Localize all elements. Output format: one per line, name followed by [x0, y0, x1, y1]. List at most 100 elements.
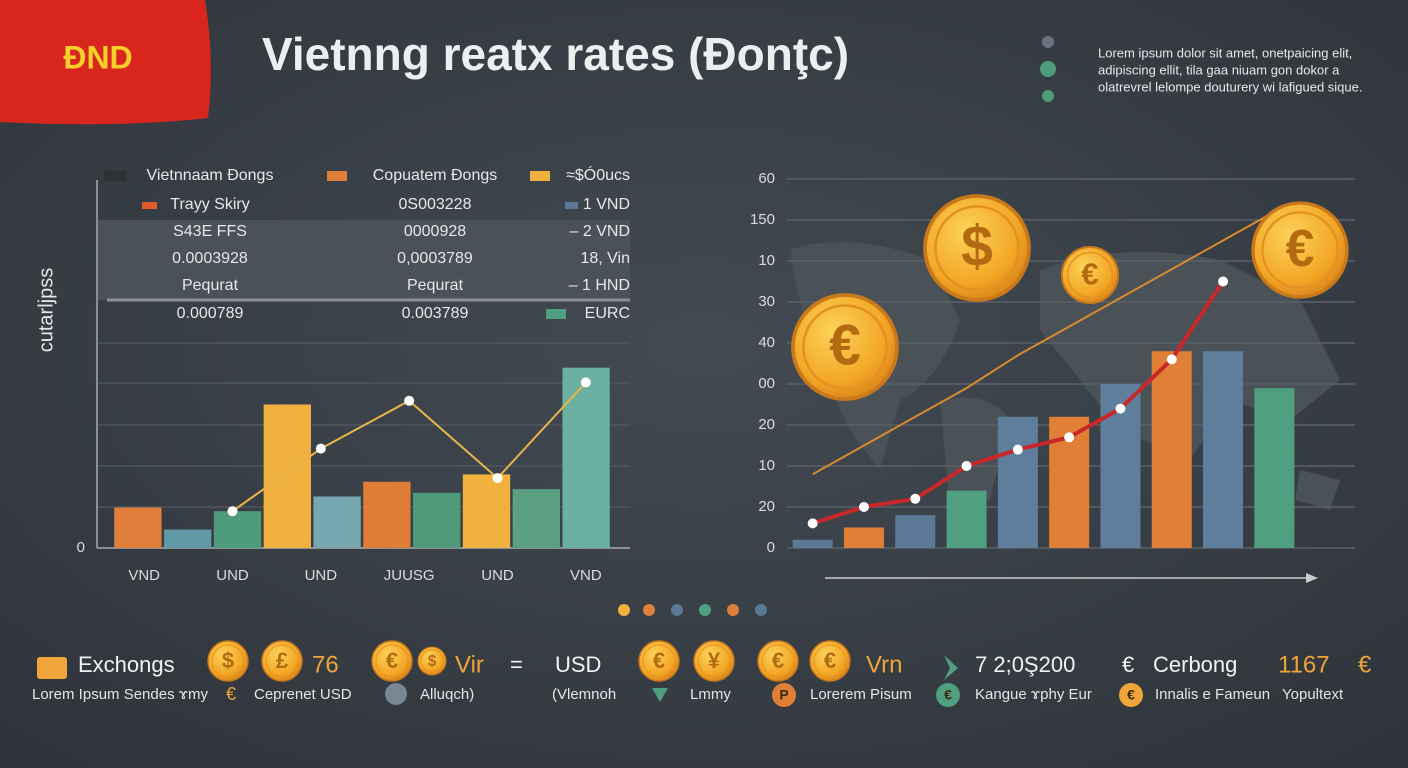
footer-caption: €: [226, 684, 236, 704]
icon: [385, 683, 407, 705]
coin-face: [923, 194, 1031, 302]
footer-text: Vir: [455, 651, 484, 678]
coin-symbol: €: [1081, 257, 1098, 292]
coin-symbol: $: [961, 215, 993, 279]
table-cell: 0.003789: [402, 305, 469, 322]
title: Vietnng reatx rates (Đonţc): [262, 28, 849, 80]
y-tick-label: 20: [758, 498, 775, 515]
swatch: [104, 171, 126, 181]
badge-text: €: [1127, 687, 1135, 703]
bar: [843, 527, 884, 548]
coin-face: [757, 640, 799, 682]
bar: [1254, 388, 1295, 548]
coin: €: [371, 640, 413, 682]
badge: [772, 683, 796, 707]
footer-text: 1167: [1278, 651, 1330, 678]
description: Lorem ipsum dolor sit amet, onetpaicing …: [1098, 45, 1352, 60]
y-tick-label: 0: [767, 539, 775, 556]
point: [910, 493, 921, 504]
y-tick-label: 40: [758, 334, 775, 351]
coin-symbol: £: [276, 648, 289, 673]
dot: [699, 604, 711, 616]
coin-symbol: €: [386, 648, 398, 673]
footer-text: €: [1122, 652, 1134, 677]
footer-caption: Kangue ɤphy Eur: [975, 686, 1092, 703]
footer-text: USD: [555, 652, 601, 677]
dot: [643, 604, 655, 616]
coin: €: [757, 640, 799, 682]
footer-text: 76: [312, 651, 339, 678]
coin: ¥: [693, 640, 735, 682]
coin-face: [1061, 246, 1119, 304]
y-tick-label: 00: [758, 375, 775, 392]
swatch: [142, 202, 157, 209]
coin-symbol: €: [829, 314, 861, 378]
point: [858, 502, 869, 512]
footer-caption: Lorerem Pisum: [810, 686, 912, 703]
coin: €: [1251, 201, 1349, 299]
footer-text: Cerbong: [1153, 652, 1237, 677]
footer-text: 7 2;0Ş200: [975, 652, 1075, 677]
table-cell: – 1 HND: [569, 277, 630, 294]
footer-caption: Ceprenet USD: [254, 686, 352, 703]
point: [1012, 444, 1023, 455]
coin-rim: [1261, 211, 1339, 289]
coin-rim: [211, 644, 245, 678]
y-tick-label: 0: [77, 539, 85, 556]
coin-rim: [761, 644, 795, 678]
coin-face: [638, 640, 680, 682]
point: [404, 395, 415, 406]
coin-rim: [265, 644, 299, 678]
bar: [997, 416, 1038, 548]
coin: £: [261, 640, 303, 682]
coin-face: [417, 646, 447, 676]
point: [807, 518, 818, 529]
dot: [1042, 90, 1054, 102]
dot: [727, 604, 739, 616]
bar: [363, 481, 411, 548]
footer-text: =: [510, 652, 523, 677]
x-tick-label: UND: [481, 567, 514, 584]
coin-rim: [420, 649, 444, 673]
footer-text: Exchongs: [78, 652, 175, 677]
badge-text: €: [944, 687, 952, 703]
coin: $: [207, 640, 249, 682]
coin-face: [791, 293, 899, 401]
footer-caption: Lorem Ipsum Sendes ɤmy: [32, 686, 208, 703]
footer-caption: Alluqch): [420, 686, 474, 703]
table-cell: S43E FFS: [173, 223, 247, 240]
bag-icon: [37, 657, 67, 679]
x-tick-label: VND: [570, 567, 602, 584]
dot: [671, 604, 683, 616]
table-cell: 0000928: [404, 223, 466, 240]
coin-rim: [934, 205, 1020, 291]
x-tick-label: VND: [128, 567, 160, 584]
table-cell: ≈$Ó0ucs: [566, 165, 630, 184]
point: [1115, 403, 1126, 414]
bar: [313, 496, 361, 548]
bar: [462, 474, 511, 548]
bar: [512, 489, 560, 548]
coin-symbol: €: [653, 648, 665, 673]
flag: [0, 0, 211, 125]
coin-symbol: €: [824, 648, 836, 673]
table-cell: Trayy Skiry: [170, 196, 249, 213]
x-tick-label: UND: [305, 567, 338, 584]
coin-symbol: $: [428, 653, 437, 670]
table-cell: Copuatem Đongs: [373, 167, 498, 184]
coin-face: [693, 640, 735, 682]
dot: [1042, 36, 1054, 48]
swatch: [530, 171, 550, 181]
bar: [1203, 351, 1244, 548]
table-cell: 18, Vin: [580, 250, 630, 267]
coin: €: [638, 640, 680, 682]
description: adipiscing ellit, tila gaa niuam gon dok…: [1098, 62, 1340, 77]
point: [1064, 432, 1075, 443]
bar: [792, 539, 833, 548]
table-cell: 0S003228: [399, 196, 472, 213]
footer-text: Vrn: [866, 651, 902, 678]
y-tick-label: 30: [758, 293, 775, 310]
footer-caption: Yopultext: [1282, 686, 1344, 703]
coin: €: [791, 293, 899, 401]
